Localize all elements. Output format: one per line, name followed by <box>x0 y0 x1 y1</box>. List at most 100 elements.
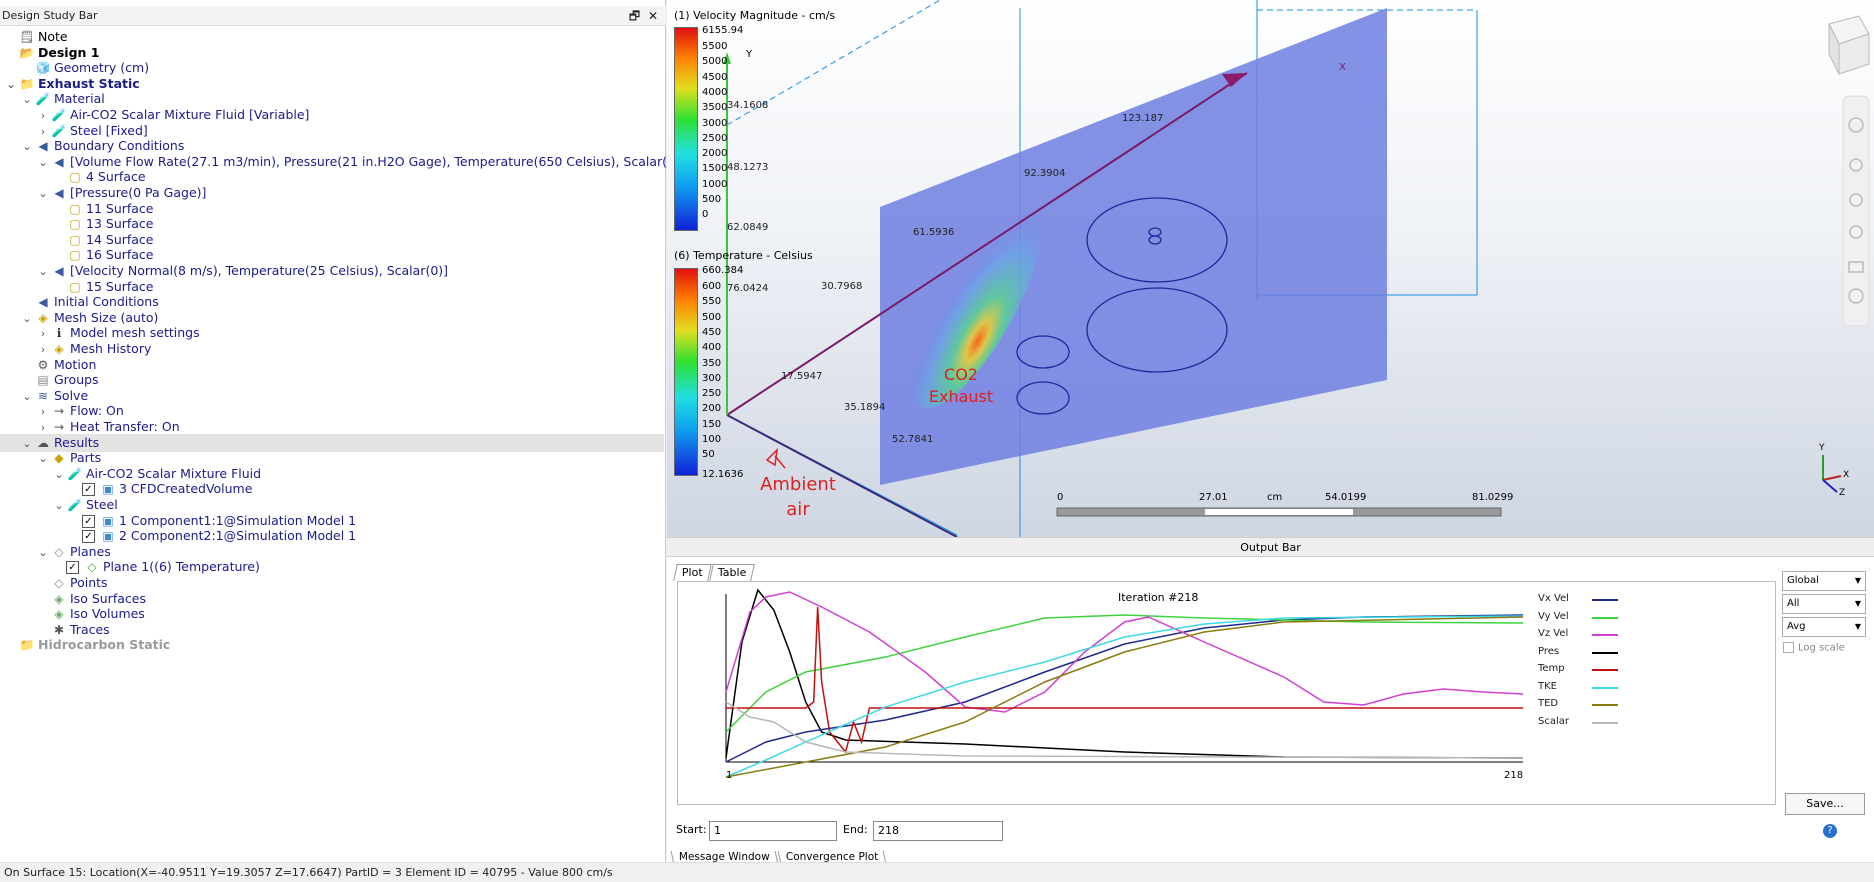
tree-item[interactable]: ▢ 4 Surface <box>52 168 146 187</box>
tree-item[interactable]: › ℹ Model mesh settings <box>36 324 200 343</box>
save-button[interactable]: Save... <box>1785 793 1865 815</box>
tree-item[interactable]: ⌄ 🧪 Air-CO2 Scalar Mixture Fluid <box>52 465 261 484</box>
visibility-checkbox[interactable]: ✓ <box>82 530 95 544</box>
tree-item[interactable]: › → Flow: On <box>36 402 124 421</box>
tree-item[interactable]: ✓ ▣ 2 Component2:1@Simulation Model 1 <box>68 527 356 546</box>
scale-bar-label: cm <box>1267 492 1283 503</box>
tree-item[interactable]: › → Heat Transfer: On <box>36 418 180 437</box>
help-icon[interactable]: ? <box>1823 824 1837 838</box>
tree-item[interactable]: › 🧪 Steel [Fixed] <box>36 122 148 141</box>
tree-item[interactable]: › ◈ Mesh History <box>36 340 152 359</box>
tree-item[interactable]: ⌄ ◀ [Volume Flow Rate(27.1 m3/min), Pressu… <box>36 153 684 172</box>
chevron-down-icon[interactable]: ⌄ <box>38 265 48 278</box>
tree-item[interactable]: ◈ Iso Volumes <box>36 605 144 624</box>
tree-item-label: 4 Surface <box>86 169 146 185</box>
temperature-max-label: 660.384 <box>702 265 744 276</box>
tab-table[interactable]: Table <box>709 564 756 581</box>
chevron-right-icon[interactable]: › <box>40 343 46 356</box>
chevron-down-icon[interactable]: ⌄ <box>38 187 48 200</box>
tree-item[interactable]: ✓ ▣ 1 Component1:1@Simulation Model 1 <box>68 512 356 531</box>
legend-entry-label: Pres <box>1538 645 1560 657</box>
tree-item[interactable]: ▢ 11 Surface <box>52 200 153 219</box>
tree-item[interactable]: 📂 Design 1 <box>4 44 100 63</box>
pin-icon[interactable]: 🗗 <box>628 9 641 23</box>
chevron-down-icon[interactable]: ⌄ <box>38 545 48 559</box>
tree-item[interactable]: 📁 Hidrocarbon Static <box>4 636 171 655</box>
tree-item-label: Steel <box>86 497 118 512</box>
chevron-down-icon[interactable]: ⌄ <box>54 499 64 512</box>
tree-item[interactable]: ⌄ ☁ Results <box>0 433 664 453</box>
chevron-down-icon[interactable]: ⌄ <box>22 93 32 107</box>
tree-item[interactable]: ✓ ◇ Plane 1((6) Temperature) <box>52 558 260 577</box>
tree-item[interactable]: ⌄ ◀ [Velocity Normal(8 m/s), Temperature(2… <box>36 262 448 281</box>
tree-item[interactable]: ◇ Points <box>36 574 107 593</box>
tree-item[interactable]: ⚙ Motion <box>20 356 97 375</box>
tree-item[interactable]: ▢ 14 Surface <box>52 231 153 250</box>
velocity-colorbar <box>674 27 698 231</box>
chevron-down-icon[interactable]: ⌄ <box>22 389 32 403</box>
chevron-right-icon[interactable]: › <box>40 327 46 341</box>
tree-item[interactable]: ▢ 16 Surface <box>52 246 154 265</box>
tree-item[interactable]: ✱ Traces <box>36 621 110 640</box>
chevron-right-icon[interactable]: › <box>40 124 46 138</box>
tree-item[interactable]: ⌄ ≋ Solve <box>20 387 88 406</box>
graphics-viewport[interactable]: (1) Velocity Magnitude - cm/s 6155.94 55… <box>667 0 1874 537</box>
tree-item[interactable]: ⌄ ◇ Planes <box>36 543 110 562</box>
average-dropdown[interactable]: Avg ▼ <box>1782 617 1866 637</box>
tree-item[interactable]: ▤ Groups <box>20 371 98 390</box>
end-input[interactable]: 218 <box>873 821 1003 841</box>
surface-icon: ▢ <box>69 232 81 247</box>
visibility-checkbox[interactable]: ✓ <box>82 514 95 528</box>
material-icon: 🧪 <box>51 108 67 122</box>
tree-item[interactable]: ⌄ ◈ Mesh Size (auto) <box>20 309 158 328</box>
temperature-colorbar <box>674 268 698 476</box>
tree-item[interactable]: ✓ ▣ 3 CFDCreatedVolume <box>68 480 252 499</box>
tree-item-label: 16 Surface <box>86 247 154 263</box>
tree-item[interactable]: 🗒 Note <box>4 28 68 47</box>
tree-item[interactable]: ▢ 13 Surface <box>52 215 153 234</box>
visibility-checkbox[interactable]: ✓ <box>82 483 95 497</box>
tree-item[interactable]: ◈ Iso Surfaces <box>36 590 146 609</box>
visibility-checkbox[interactable]: ✓ <box>66 561 79 575</box>
tree-item[interactable]: ⌄ ◀ [Pressure(0 Pa Gage)] <box>36 184 206 203</box>
chevron-down-icon[interactable]: ⌄ <box>22 140 32 154</box>
tree-item[interactable]: ⌄ 🧪 Steel <box>52 496 118 515</box>
tree-item-label: Iso Surfaces <box>70 590 146 606</box>
chevron-down-icon: ▼ <box>1854 599 1861 608</box>
tree-item[interactable]: 🧊 Geometry (cm) <box>20 59 150 78</box>
start-input[interactable]: 1 <box>709 821 837 841</box>
chevron-right-icon[interactable]: › <box>40 109 46 122</box>
tree-item[interactable]: › 🧪 Air-CO2 Scalar Mixture Fluid [Variable… <box>36 106 310 125</box>
parts-dropdown[interactable]: All ▼ <box>1782 594 1866 614</box>
tab-table-label: Table <box>717 566 747 579</box>
tree-item[interactable]: ⌄ ◀ Boundary Conditions <box>20 137 184 156</box>
tree-item-label: Exhaust Static <box>38 75 140 91</box>
chevron-down-icon[interactable]: ⌄ <box>6 77 16 91</box>
output-bar-header: Output Bar <box>667 537 1874 557</box>
chevron-down-icon[interactable]: ⌄ <box>38 452 48 466</box>
tree-item-label: Geometry (cm) <box>54 60 150 76</box>
scenario-icon: 📁 <box>19 76 35 91</box>
tree-item[interactable]: ◀ Initial Conditions <box>20 293 158 312</box>
close-icon[interactable]: ✕ <box>647 9 658 23</box>
legend-entry-label: TED <box>1538 698 1559 709</box>
tab-plot[interactable]: Plot <box>673 564 712 581</box>
scope-dropdown[interactable]: Global ▼ <box>1782 571 1866 591</box>
temperature-tick: 100 <box>702 434 722 445</box>
chevron-down-icon[interactable]: ⌄ <box>54 467 64 481</box>
chevron-down-icon[interactable]: ⌄ <box>22 311 32 325</box>
chevron-right-icon[interactable]: › <box>40 405 46 419</box>
temperature-legend-title: (6) Temperature - Celsius <box>674 249 813 262</box>
tree-item[interactable]: ▢ 15 Surface <box>52 278 153 297</box>
tree-item-label: Note <box>38 29 68 44</box>
dimension-label: 48.1273 <box>727 162 769 173</box>
chevron-down-icon[interactable]: ⌄ <box>38 155 48 169</box>
velocity-legend: (1) Velocity Magnitude - cm/s 6155.94 55… <box>674 9 835 231</box>
chevron-right-icon[interactable]: › <box>40 421 46 434</box>
tree-item[interactable]: ⌄ 🧪 Material <box>20 90 104 109</box>
log-scale-checkbox[interactable] <box>1783 642 1794 653</box>
tree-item[interactable]: ⌄ 📁 Exhaust Static <box>4 75 140 94</box>
log-scale-option[interactable]: Log scale <box>1783 642 1845 654</box>
chevron-down-icon[interactable]: ⌄ <box>22 436 32 450</box>
tree-item[interactable]: ⌄ ◆ Parts <box>36 449 101 468</box>
